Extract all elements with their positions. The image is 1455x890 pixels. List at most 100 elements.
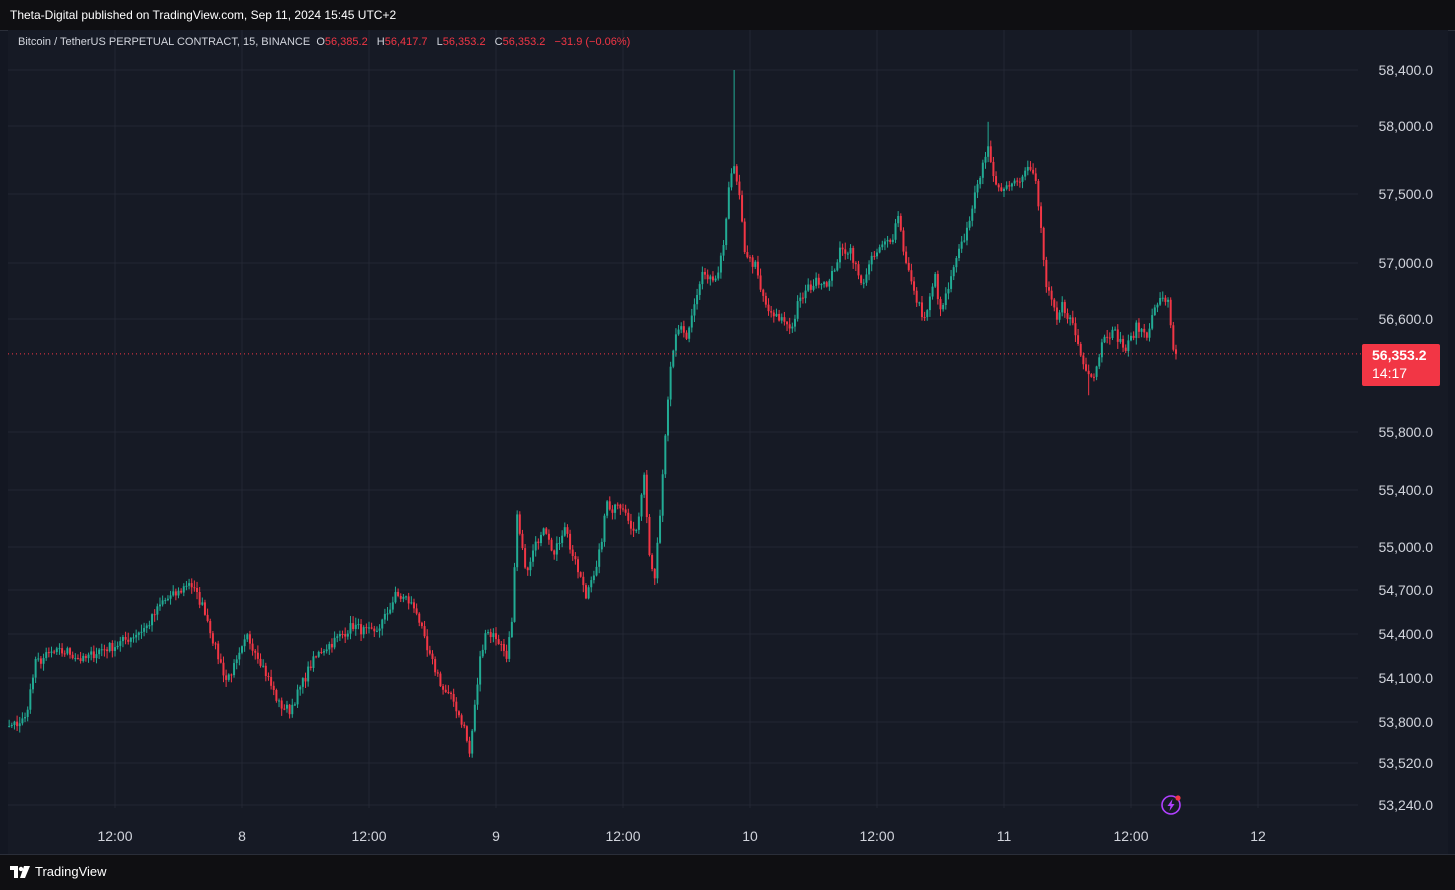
- candle-body: [550, 539, 553, 551]
- candle: [836, 259, 839, 272]
- candle-body: [256, 652, 259, 659]
- chart-pane[interactable]: 58,400.0 58,000.0 57,500.0 57,000.0 56,600.0…: [8, 30, 1448, 854]
- candle: [833, 268, 836, 273]
- candle: [84, 653, 87, 662]
- candle: [960, 236, 963, 253]
- candle-body: [463, 724, 466, 727]
- candle-body: [29, 689, 32, 710]
- candle-body: [227, 674, 230, 680]
- candle-body: [976, 184, 979, 193]
- candle: [1058, 309, 1061, 323]
- candle: [473, 699, 476, 733]
- candle-body: [291, 704, 294, 715]
- candle: [21, 712, 24, 726]
- candle-body: [1167, 299, 1170, 302]
- candle-body: [608, 501, 611, 510]
- candle-body: [143, 628, 146, 632]
- candle: [34, 656, 37, 683]
- candle-body: [913, 281, 916, 291]
- candle-body: [42, 658, 45, 664]
- candle: [838, 241, 841, 269]
- candle: [627, 508, 630, 525]
- candle: [659, 509, 662, 544]
- candle-body: [764, 295, 767, 305]
- candle-body: [952, 267, 955, 277]
- candle-body: [883, 241, 886, 245]
- candle: [913, 276, 916, 295]
- candle-body: [666, 399, 669, 436]
- candle-body: [532, 550, 535, 562]
- candle: [26, 706, 29, 722]
- candle-body: [928, 296, 931, 311]
- candle-body: [135, 634, 138, 638]
- candle: [965, 221, 968, 246]
- candle-body: [989, 146, 992, 162]
- candle: [1106, 329, 1109, 344]
- candle: [1021, 174, 1024, 189]
- candle-body: [616, 504, 619, 506]
- candle: [275, 688, 278, 703]
- candle-body: [1108, 337, 1111, 339]
- candle: [476, 677, 479, 710]
- candle-body: [1082, 355, 1085, 365]
- tradingview-brand[interactable]: TradingView: [10, 864, 107, 879]
- candle-body: [103, 649, 106, 651]
- candle: [1082, 352, 1085, 370]
- candle: [640, 493, 643, 521]
- candle: [812, 279, 815, 292]
- candle: [1174, 344, 1177, 360]
- high-label: H: [376, 36, 385, 48]
- candle-body: [211, 633, 214, 644]
- candle: [915, 287, 918, 307]
- candle-body: [201, 602, 204, 605]
- candle-body: [664, 435, 667, 475]
- candle: [595, 560, 598, 577]
- candle-body: [111, 643, 114, 652]
- candle: [106, 646, 109, 659]
- candle: [370, 622, 373, 630]
- candle-body: [47, 652, 50, 654]
- candle: [619, 503, 622, 515]
- candle-body: [746, 252, 749, 258]
- candle: [674, 328, 677, 357]
- candle-body: [669, 366, 672, 400]
- candle-body: [566, 527, 569, 534]
- candle-body: [545, 528, 548, 534]
- candle-body: [897, 215, 900, 224]
- ohlc-legend: Bitcoin / TetherUS PERPETUAL CONTRACT, 1…: [18, 36, 630, 48]
- candle: [820, 283, 823, 290]
- candle: [465, 725, 468, 743]
- candle: [1124, 344, 1127, 354]
- candlestick-chart[interactable]: 58,400.0 58,000.0 57,500.0 57,000.0 56,600.0…: [8, 30, 1448, 854]
- candle-body: [1119, 338, 1122, 342]
- candle-body: [836, 262, 839, 271]
- candle-body: [21, 718, 24, 724]
- candle: [521, 529, 524, 551]
- candle: [1024, 167, 1027, 181]
- candle: [124, 631, 127, 645]
- candle-body: [1151, 315, 1154, 329]
- candle: [151, 613, 154, 632]
- candle: [420, 621, 423, 629]
- candle-body: [648, 517, 651, 556]
- candle-body: [656, 542, 659, 579]
- candle-body: [412, 602, 415, 609]
- candle: [436, 669, 439, 677]
- candle-body: [910, 270, 913, 282]
- candle: [518, 511, 521, 536]
- candle: [955, 256, 958, 273]
- candle: [886, 235, 889, 248]
- candle-body: [500, 644, 503, 646]
- candle-body: [920, 302, 923, 318]
- lightning-alert-icon[interactable]: [1160, 794, 1182, 816]
- candle: [725, 217, 728, 250]
- candle-body: [489, 632, 492, 638]
- candle-body: [341, 634, 344, 636]
- candle-body: [640, 494, 643, 517]
- symbol-title[interactable]: Bitcoin / TetherUS PERPETUAL CONTRACT, 1…: [18, 36, 311, 48]
- candle-body: [1069, 317, 1072, 320]
- candle: [1047, 281, 1050, 296]
- candle: [1018, 177, 1021, 188]
- candle-body: [180, 590, 183, 593]
- candle: [995, 171, 998, 186]
